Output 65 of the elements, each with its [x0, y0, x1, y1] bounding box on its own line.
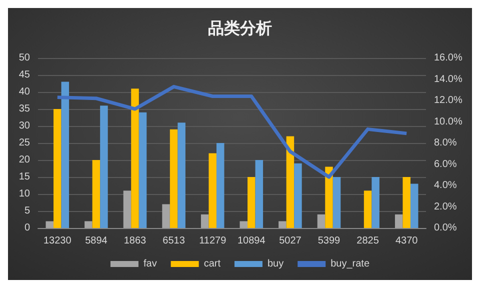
bar	[100, 106, 108, 228]
bar	[325, 166, 333, 228]
y-tick-label: 20	[18, 154, 30, 166]
y2-tick-label: 10.0%	[434, 116, 462, 128]
y-tick-label: 35	[18, 104, 30, 114]
y-tick-label: 45	[18, 70, 30, 80]
y-tick-label: 5	[24, 206, 30, 216]
y-tick-label: 50	[18, 52, 30, 64]
bar	[240, 221, 248, 228]
y-tick-label: 10	[18, 188, 30, 200]
chart-title: 品类分析	[208, 20, 272, 38]
bar	[372, 177, 380, 228]
bar	[92, 160, 100, 228]
x-tick-label: 13230	[43, 236, 72, 246]
y-tick-label: 15	[18, 172, 30, 182]
y2-tick-label: 16.0%	[434, 52, 462, 64]
bar	[123, 190, 132, 228]
x-tick-label: 5399	[318, 236, 341, 246]
legend-label: fav	[143, 258, 157, 270]
y-tick-label: 30	[18, 120, 30, 132]
bar	[54, 109, 62, 228]
bar	[286, 136, 294, 228]
x-tick-label: 5027	[279, 236, 302, 246]
x-tick-label: 11279	[199, 236, 227, 246]
x-tick-label: 10894	[237, 236, 266, 246]
x-tick-label: 5894	[85, 236, 108, 246]
y2-tick-label: 6.0%	[434, 158, 457, 170]
bar	[364, 190, 372, 228]
bar	[46, 221, 54, 228]
line-series	[56, 84, 408, 179]
y2-tick-label: 4.0%	[434, 180, 457, 191]
y2-tick-label: 0.0%	[434, 222, 457, 234]
bar	[138, 112, 147, 228]
legend-label: cart	[204, 258, 221, 270]
bar	[278, 221, 286, 228]
bar	[61, 82, 70, 228]
bar	[332, 177, 341, 228]
bar	[84, 221, 92, 228]
legend-label: buy	[267, 258, 284, 270]
x-tick-label: 2825	[356, 236, 380, 246]
bar	[178, 122, 186, 228]
y2-tick-label: 2.0%	[434, 201, 457, 212]
bar	[248, 177, 256, 228]
x-tick-label: 1863	[124, 236, 147, 246]
bar	[394, 214, 403, 228]
bar	[402, 177, 410, 228]
bar	[410, 184, 418, 228]
y2-tick-label: 12.0%	[434, 95, 462, 106]
x-tick-label: 6513	[162, 236, 186, 246]
y-tick-label: 40	[18, 86, 30, 98]
bar	[255, 160, 264, 228]
bar	[170, 129, 178, 228]
bar	[317, 214, 326, 228]
bar	[216, 143, 224, 228]
y-tick-label: 25	[18, 138, 30, 148]
y2-tick-label: 8.0%	[434, 138, 457, 148]
bar	[200, 214, 209, 228]
bar	[294, 163, 302, 228]
x-tick-label: 4370	[395, 236, 418, 246]
y2-tick-label: 14.0%	[434, 74, 462, 85]
bar	[208, 153, 216, 228]
y-tick-label: 0	[24, 222, 30, 234]
bar	[131, 88, 139, 228]
legend-label: buy_rate	[330, 258, 370, 270]
bar	[162, 204, 170, 228]
